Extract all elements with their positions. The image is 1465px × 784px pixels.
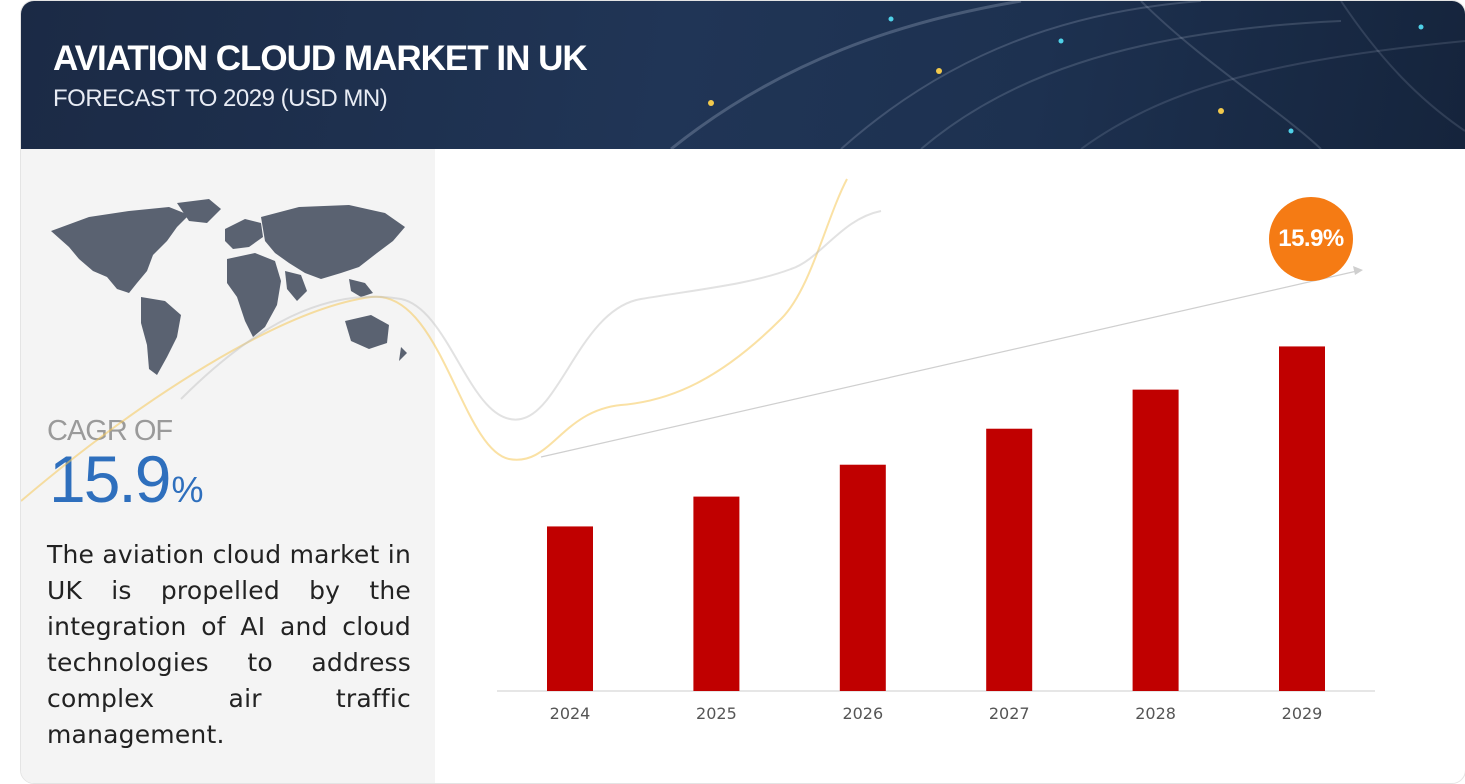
bar-2026 xyxy=(839,464,886,691)
x-tick-label-2025: 2025 xyxy=(696,704,737,723)
cagr-unit: % xyxy=(171,469,203,510)
trend-arrow-icon xyxy=(540,270,1358,458)
market-description: The aviation cloud market in UK is prope… xyxy=(47,540,411,749)
left-info-panel: CAGR OF 15.9% The aviation cloud market … xyxy=(21,149,435,783)
decorative-swirl xyxy=(21,178,882,502)
cagr-value: 15.9% xyxy=(49,441,203,517)
bar-2027 xyxy=(986,428,1033,691)
bar-2029 xyxy=(1279,346,1325,691)
cagr-number: 15.9 xyxy=(49,442,171,516)
bar-2025 xyxy=(693,496,740,691)
x-tick-label-2027: 2027 xyxy=(989,704,1030,723)
x-tick-labels: 2024 2025 2026 2027 2028 2029 xyxy=(550,704,1323,723)
chart-title: AVIATION CLOUD MARKET IN UK xyxy=(53,39,588,78)
world-map-icon xyxy=(51,199,407,375)
bar-chart: 2024 2025 2026 2027 2028 2029 xyxy=(21,178,1375,723)
header-banner: AVIATION CLOUD MARKET IN UK FORECAST TO … xyxy=(21,1,1465,149)
header-background-art xyxy=(670,1,1465,149)
bar-2028 xyxy=(1132,389,1179,691)
x-tick-label-2029: 2029 xyxy=(1282,704,1323,723)
infographic-card: AVIATION CLOUD MARKET IN UK FORECAST TO … xyxy=(20,0,1465,784)
bars-group xyxy=(547,346,1325,691)
cagr-badge: 15.9% xyxy=(1269,197,1353,281)
x-tick-label-2028: 2028 xyxy=(1135,704,1176,723)
bar-2024 xyxy=(547,526,593,691)
trend-arrow-head xyxy=(1353,266,1363,275)
x-tick-label-2024: 2024 xyxy=(550,704,591,723)
x-tick-label-2026: 2026 xyxy=(842,704,883,723)
chart-subtitle: FORECAST TO 2029 (USD MN) xyxy=(53,85,388,112)
